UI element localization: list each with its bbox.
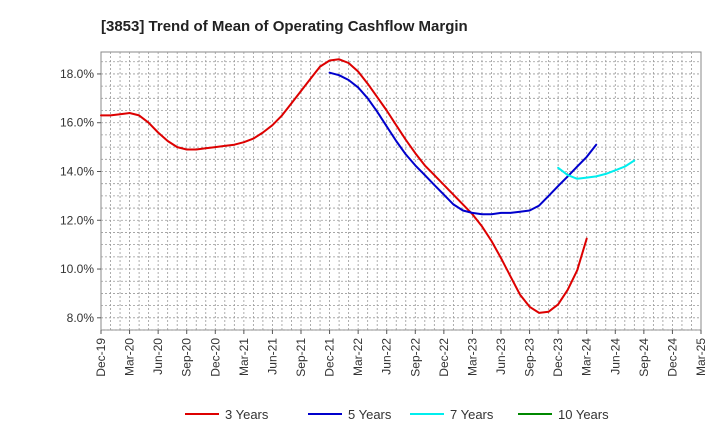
x-tick-label: Dec-24 <box>665 338 679 377</box>
x-tick-label: Jun-22 <box>380 338 394 375</box>
x-tick-label: Jun-24 <box>608 338 622 375</box>
y-axis: 8.0% 10.0% 12.0% 14.0% 16.0% 18.0% <box>60 67 101 325</box>
grid <box>101 52 701 331</box>
series-lines <box>100 58 636 314</box>
x-tick-label: Dec-21 <box>323 338 337 377</box>
chart-title: [3853] Trend of Mean of Operating Cashfl… <box>101 18 468 35</box>
x-tick-label: Mar-22 <box>351 338 365 376</box>
x-tick-label: Dec-23 <box>551 338 565 377</box>
x-tick-label: Sep-24 <box>637 338 651 377</box>
series-line-5-years <box>328 71 598 216</box>
y-tick-label: 18.0% <box>60 67 94 81</box>
series-line-3-years <box>100 58 588 314</box>
legend: 3 Years 5 Years 7 Years 10 Years <box>185 407 609 422</box>
y-tick-label: 8.0% <box>67 311 95 325</box>
y-tick-label: 12.0% <box>60 213 94 227</box>
plot-area <box>100 51 702 331</box>
x-tick-label: Mar-20 <box>123 338 137 376</box>
x-tick-label: Jun-23 <box>494 338 508 375</box>
x-tick-label: Sep-20 <box>180 338 194 377</box>
x-tick-label: Mar-24 <box>580 338 594 376</box>
x-tick-label: Sep-22 <box>408 338 422 377</box>
x-tick-label: Mar-25 <box>694 338 708 376</box>
x-tick-label: Mar-21 <box>237 338 251 376</box>
x-tick-label: Dec-22 <box>437 338 451 377</box>
x-tick-label: Sep-23 <box>523 338 537 377</box>
x-tick-label: Jun-20 <box>151 338 165 375</box>
x-tick-label: Sep-21 <box>294 338 308 377</box>
x-tick-label: Dec-20 <box>208 338 222 377</box>
legend-label: 3 Years <box>225 407 269 422</box>
x-tick-label: Mar-23 <box>465 338 479 376</box>
series-line-7-years <box>557 159 636 180</box>
y-tick-label: 10.0% <box>60 262 94 276</box>
x-tick-label: Jun-21 <box>265 338 279 375</box>
x-axis: Dec-19 Mar-20 Jun-20 Sep-20 Dec-20 Mar-21 Jun-… <box>94 330 708 377</box>
y-tick-label: 14.0% <box>60 164 94 178</box>
legend-label: 10 Years <box>558 407 609 422</box>
x-tick-label: Dec-19 <box>94 338 108 377</box>
legend-label: 5 Years <box>348 407 392 422</box>
y-tick-label: 16.0% <box>60 116 94 130</box>
legend-label: 7 Years <box>450 407 494 422</box>
